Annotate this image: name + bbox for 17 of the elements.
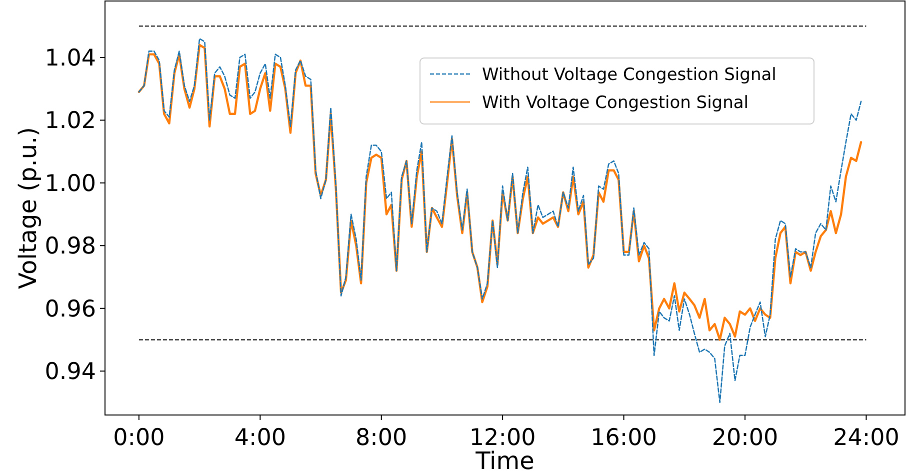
x-tick-label: 24:00	[833, 425, 900, 451]
x-tick-label: 0:00	[113, 425, 165, 451]
y-tick-label: 1.02	[44, 108, 96, 134]
y-tick-label: 1.00	[44, 170, 96, 197]
line-series	[138, 44, 862, 341]
y-tick-label: 0.98	[44, 234, 96, 260]
y-tick-label: 0.96	[44, 296, 96, 322]
y-tick-label: 1.04	[44, 46, 96, 72]
x-tick-label: 20:00	[712, 425, 778, 451]
x-tick-label: 4:00	[234, 425, 286, 451]
y-axis-title: Voltage (p.u.)	[14, 126, 42, 290]
x-tick-label: 8:00	[356, 425, 408, 451]
x-tick-label: 16:00	[590, 425, 657, 451]
line-series	[138, 38, 862, 404]
legend-label: With Voltage Congestion Signal	[482, 92, 749, 113]
y-tick-label: 0.94	[44, 359, 96, 386]
legend-label: Without Voltage Congestion Signal	[482, 64, 776, 85]
